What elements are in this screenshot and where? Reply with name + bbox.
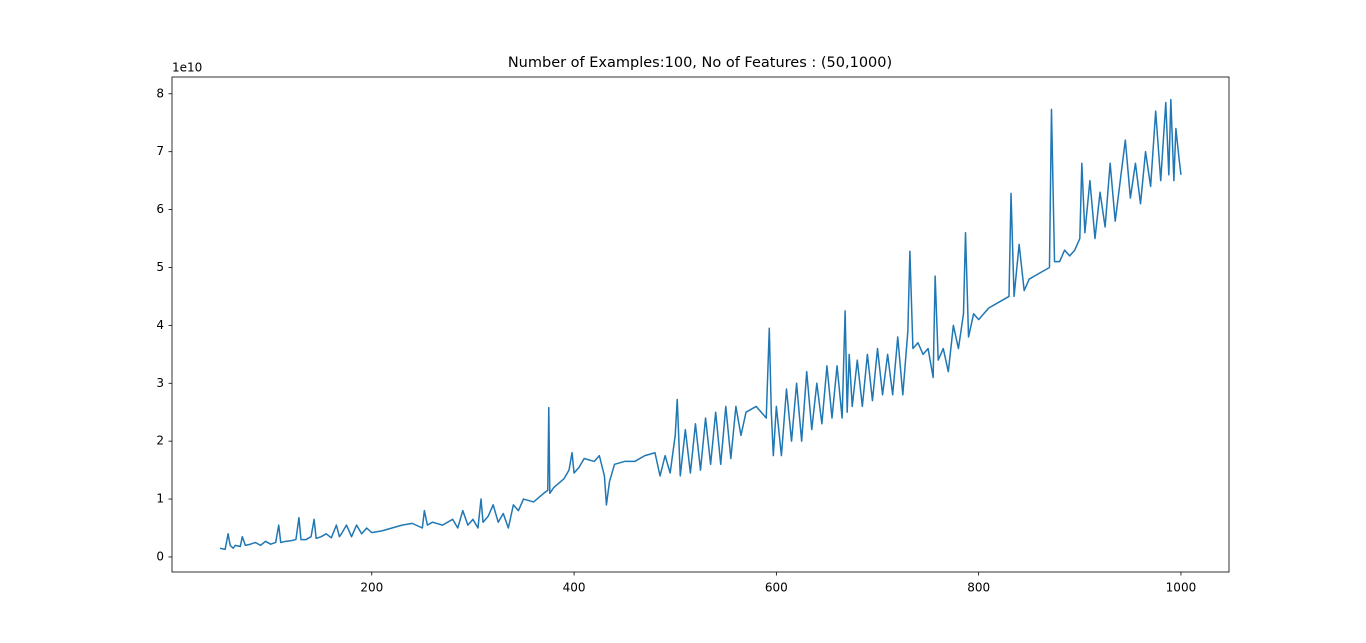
y-tick-label: 7	[156, 144, 164, 158]
y-tick-label: 3	[156, 376, 164, 390]
y-tick-label: 2	[156, 434, 164, 448]
y-tick-label: 5	[156, 260, 164, 274]
y-tick-label: 4	[156, 318, 164, 332]
chart-title: Number of Examples:100, No of Features :…	[508, 55, 892, 71]
x-tick-label: 400	[563, 581, 586, 595]
x-tick-label: 600	[765, 581, 788, 595]
x-tick-label: 1000	[1166, 581, 1197, 595]
y-tick-label: 1	[156, 492, 164, 506]
x-tick-label: 800	[967, 581, 990, 595]
data-line	[219, 98, 1182, 551]
plot-frame	[171, 76, 1230, 573]
y-tick-label: 6	[156, 202, 164, 216]
y-offset-label: 1e10	[172, 61, 202, 75]
y-tick-label: 8	[156, 86, 164, 100]
x-tick-label: 200	[360, 581, 383, 595]
y-tick-label: 0	[156, 549, 164, 563]
